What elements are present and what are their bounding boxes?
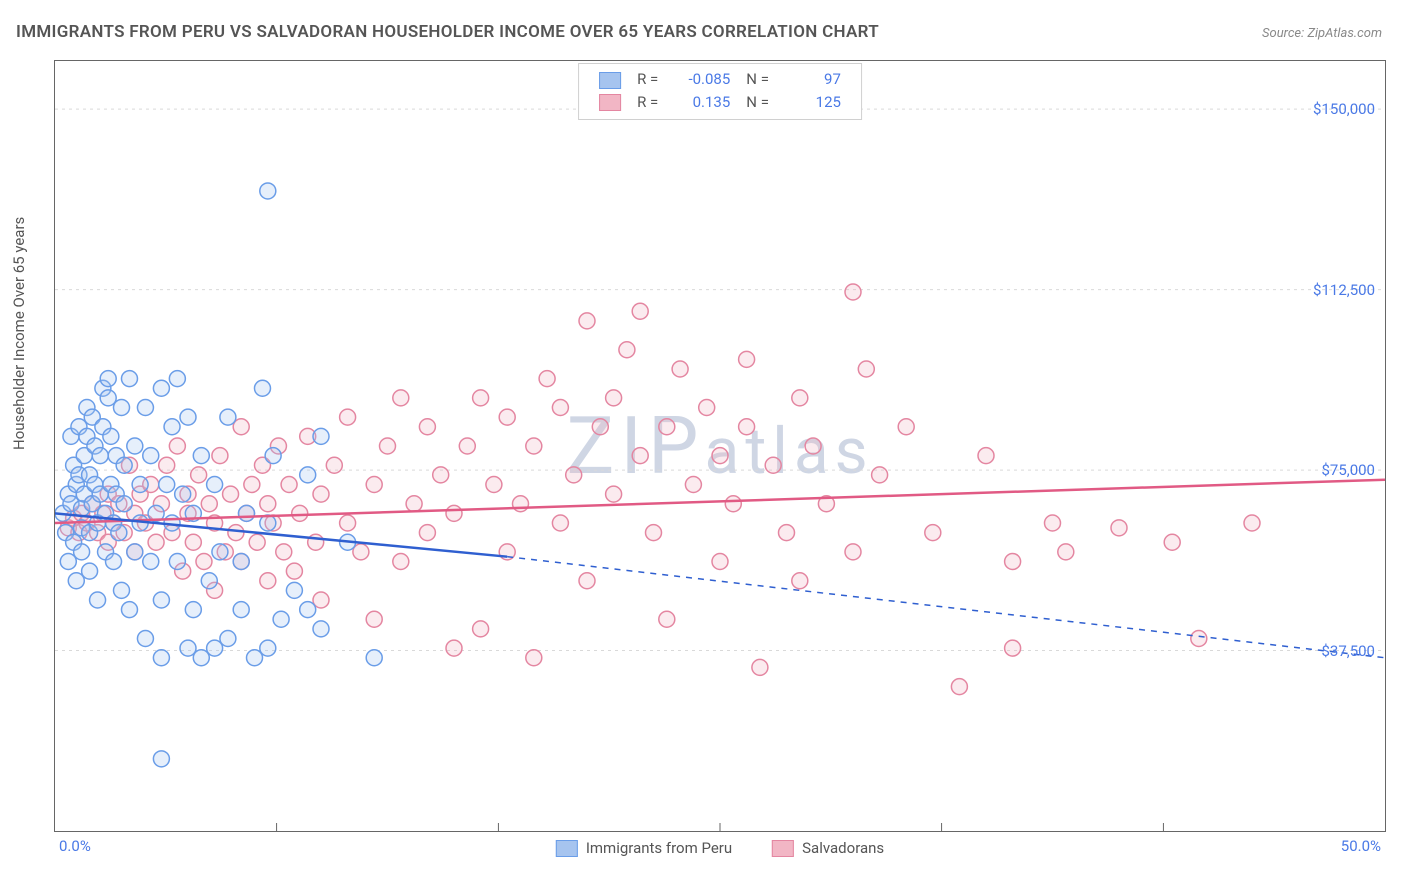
swatch-peru-icon: [599, 72, 621, 89]
swatch-peru-icon: [556, 840, 578, 857]
legend-n-value-peru: 97: [785, 70, 841, 88]
legend-n-label: N =: [738, 68, 777, 91]
legend-item-peru: Immigrants from Peru: [556, 839, 732, 857]
x-axis-min-label: 0.0%: [59, 837, 91, 855]
legend-r-label: R =: [629, 68, 666, 91]
y-tick-label: $37,500: [1321, 642, 1375, 660]
legend-n-label: N =: [738, 91, 777, 114]
source-attribution: Source: ZipAtlas.com: [1262, 26, 1382, 41]
legend-row-salvadoran: R = 0.135 N = 125: [591, 91, 849, 114]
legend-label-salvadoran: Salvadorans: [802, 839, 884, 857]
legend-correlation-stats: R = -0.085 N = 97 R = 0.135 N = 125: [578, 63, 862, 120]
legend-r-value-salvadoran: 0.135: [674, 93, 730, 111]
legend-n-value-salvadoran: 125: [785, 93, 841, 111]
chart-svg: [55, 61, 1385, 831]
chart-plot-area: ZIPatlas R = -0.085 N = 97 R = 0.135 N =…: [54, 60, 1386, 832]
y-tick-label: $75,000: [1321, 461, 1375, 479]
chart-title: IMMIGRANTS FROM PERU VS SALVADORAN HOUSE…: [16, 22, 879, 42]
legend-row-peru: R = -0.085 N = 97: [591, 68, 849, 91]
x-axis-max-label: 50.0%: [1341, 837, 1381, 855]
legend-item-salvadoran: Salvadorans: [772, 839, 884, 857]
source-prefix: Source:: [1262, 26, 1307, 41]
legend-label-peru: Immigrants from Peru: [586, 839, 732, 857]
swatch-salvadoran-icon: [599, 94, 621, 111]
legend-series: Immigrants from Peru Salvadorans: [556, 839, 884, 857]
source-name: ZipAtlas.com: [1307, 26, 1382, 41]
swatch-salvadoran-icon: [772, 840, 794, 857]
y-tick-label: $150,000: [1313, 100, 1375, 118]
legend-r-value-peru: -0.085: [674, 70, 730, 88]
y-tick-label: $112,500: [1313, 281, 1375, 299]
legend-r-label: R =: [629, 91, 666, 114]
y-axis-label: Householder Income Over 65 years: [10, 217, 28, 450]
